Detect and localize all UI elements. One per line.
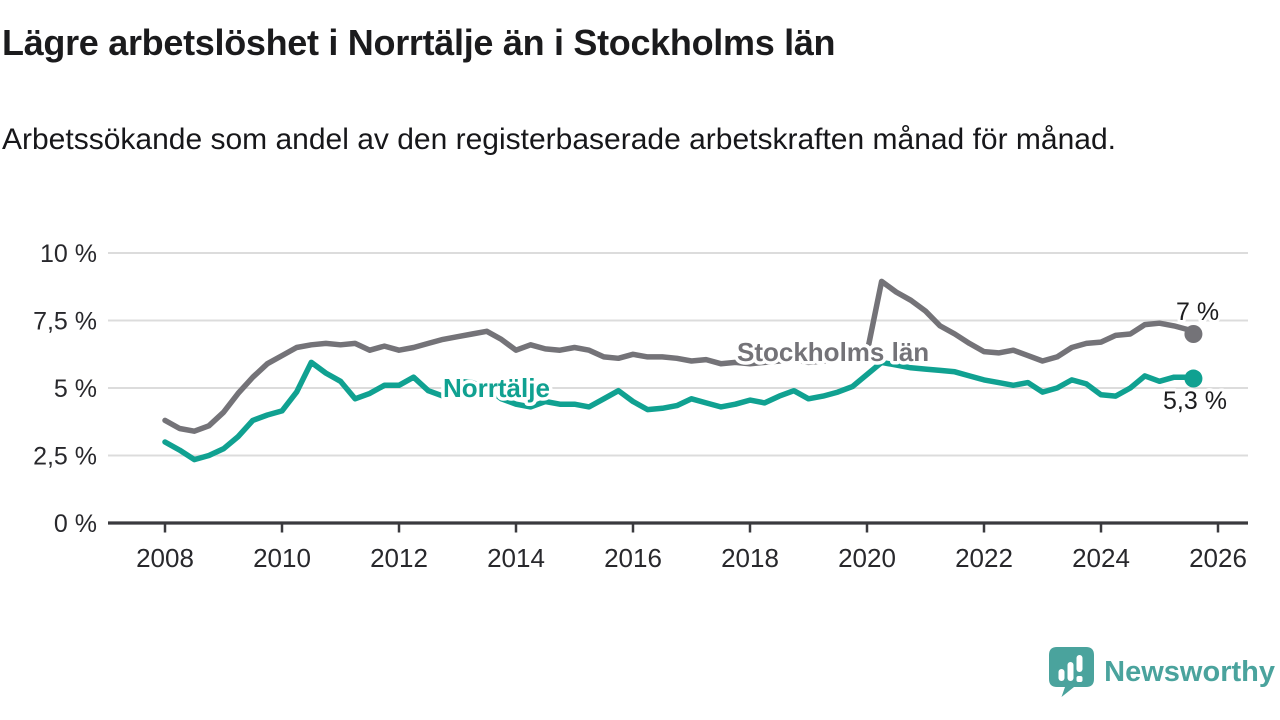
stockholms-l-n-end-dot <box>1184 325 1203 343</box>
norrt-lje-line <box>162 359 1197 463</box>
x-axis-label-2018: 2018 <box>721 543 779 573</box>
x-axis-label-2020: 2020 <box>838 543 896 573</box>
x-axis-label-2008: 2008 <box>136 543 194 573</box>
x-axis-label-2022: 2022 <box>955 543 1013 573</box>
y-axis-label-5: 5 % <box>54 375 97 403</box>
x-axis-label-2010: 2010 <box>253 543 311 573</box>
newsworthy-logo-text: Newsworthy <box>1104 655 1275 688</box>
stockholms-l-n-series-label: Stockholms län <box>737 337 929 367</box>
newsworthy-speech-bubble-icon <box>1049 647 1095 697</box>
x-axis-label-2012: 2012 <box>370 543 428 573</box>
y-axis-label-7.5: 7,5 % <box>33 308 97 336</box>
x-axis-label-2016: 2016 <box>604 543 662 573</box>
norrt-lje-end-value-label: 5,3 % <box>1163 387 1227 415</box>
y-axis-label-10: 10 % <box>40 240 97 268</box>
page-title: Lägre arbetslöshet i Norrtälje än i Stoc… <box>2 22 836 63</box>
norrt-lje-series-label: Norrtälje <box>443 373 550 403</box>
x-axis-label-2024: 2024 <box>1072 543 1130 573</box>
newsworthy-logo: Newsworthy <box>1048 646 1275 698</box>
y-axis-label-0: 0 % <box>54 510 97 538</box>
y-axis-label-2.5: 2,5 % <box>33 443 97 471</box>
stockholms-l-n-end-value-label: 7 % <box>1176 298 1219 326</box>
chart-subtitle: Arbetssökande som andel av den registerb… <box>2 123 1116 156</box>
stockholms-l-n-line <box>162 278 1197 434</box>
x-axis-label-2014: 2014 <box>487 543 545 573</box>
norrt-lje-end-dot <box>1184 369 1203 388</box>
x-axis-label-2026: 2026 <box>1189 543 1247 573</box>
